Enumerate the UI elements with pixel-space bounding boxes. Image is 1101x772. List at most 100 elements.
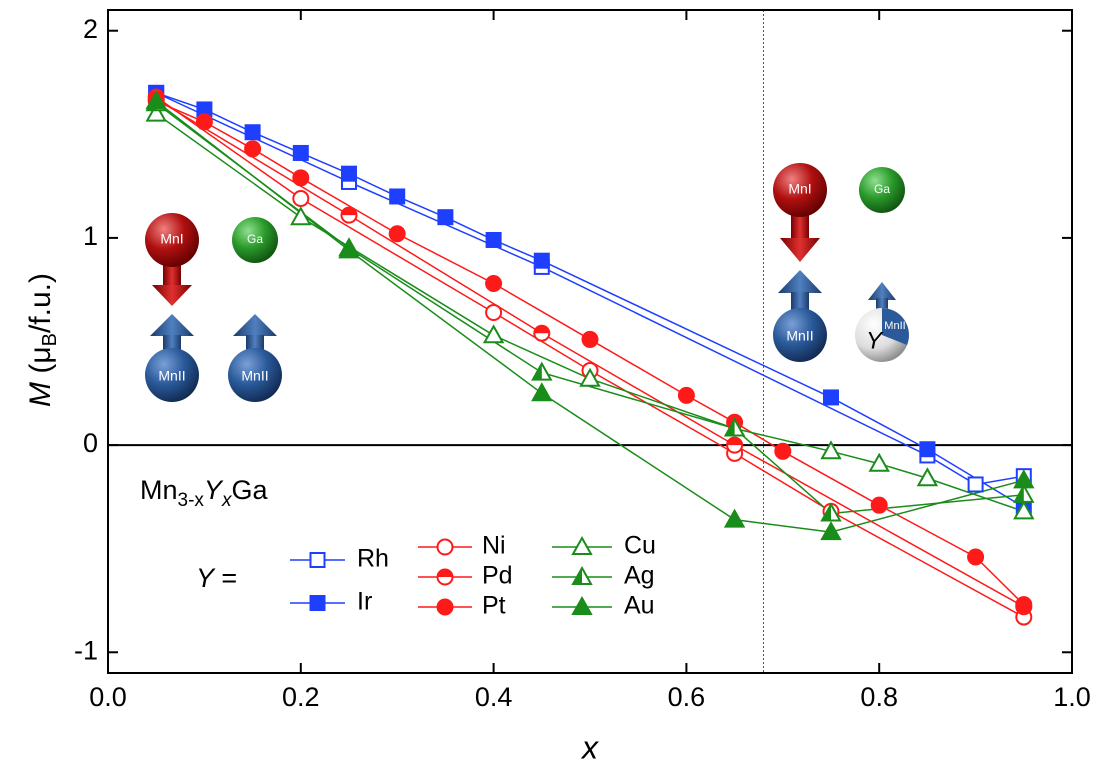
atom-label: MnII: [241, 368, 268, 384]
data-point: [920, 442, 934, 456]
legend-label: Ni: [482, 532, 506, 560]
x-tick-label: 0.2: [282, 682, 320, 712]
arrow: [868, 282, 896, 300]
marker-shape: [293, 191, 308, 206]
data-point: [726, 511, 744, 527]
legend-item: Ni: [418, 532, 506, 560]
legend-label: Rh: [357, 545, 389, 573]
marker-shape: [968, 549, 983, 564]
data-point: [245, 141, 260, 156]
marker-shape: [583, 332, 598, 347]
y-label-part: B: [39, 333, 61, 346]
data-point: [533, 384, 551, 400]
legend-item: Rh: [290, 545, 389, 573]
legend-item: Pd: [418, 562, 513, 590]
legend-label: Pt: [482, 592, 506, 620]
marker-shape: [872, 498, 887, 513]
arrow: [233, 314, 277, 336]
y-axis-label: M (μB/f.u.): [24, 273, 61, 407]
marker-shape: [390, 189, 404, 203]
formula-part: Ga: [231, 475, 268, 505]
y-tick-label: 2: [83, 14, 98, 44]
atom-label: MnII: [884, 320, 905, 332]
legend-label: Pd: [482, 562, 513, 590]
marker-shape: [438, 600, 453, 615]
arrow: [791, 215, 809, 240]
legend-item: Au: [552, 592, 655, 620]
marker-shape: [311, 553, 325, 567]
x-tick-label: 0.4: [475, 682, 513, 712]
formula-part: Mn: [140, 475, 178, 505]
legend-item: Pt: [418, 592, 506, 620]
data-point: [294, 146, 308, 160]
atom-label: MnI: [160, 231, 183, 247]
marker-shape: [197, 114, 212, 129]
marker-shape: [726, 511, 744, 527]
series-line: [156, 103, 1024, 513]
marker-shape: [294, 146, 308, 160]
data-point: [727, 438, 742, 453]
legend-label: Au: [624, 592, 655, 620]
marker-shape: [535, 254, 549, 268]
data-point: [487, 233, 501, 247]
marker-shape: [390, 226, 405, 241]
marker-shape: [485, 326, 503, 342]
atom-label: Ga: [874, 182, 890, 196]
y-tick-label: 1: [83, 221, 98, 251]
arrow: [150, 314, 194, 336]
atom-label: Ga: [247, 232, 263, 246]
arrow: [791, 292, 809, 310]
data-point: [342, 208, 357, 223]
arrow: [163, 265, 181, 287]
legend-item: Cu: [552, 532, 656, 560]
data-point: [438, 210, 452, 224]
marker-shape: [245, 141, 260, 156]
legend-item: Ir: [290, 588, 372, 616]
formula-part: 3-x: [178, 490, 205, 511]
atom-label: Y: [866, 327, 884, 354]
marker-shape: [679, 388, 694, 403]
data-point: [968, 549, 983, 564]
atom-label: MnII: [786, 328, 813, 344]
data-point: [486, 276, 501, 291]
y-label-part: M: [24, 382, 57, 407]
data-point: [969, 477, 983, 491]
data-point: [485, 326, 503, 342]
data-point: [197, 114, 212, 129]
marker-shape: [246, 125, 260, 139]
x-tick-label: 0.0: [89, 682, 127, 712]
marker-shape: [293, 170, 308, 185]
marker-shape: [486, 276, 501, 291]
data-point: [775, 444, 790, 459]
marker-shape: [311, 596, 325, 610]
data-point: [342, 167, 356, 181]
marker-shape: [918, 469, 936, 485]
formula-part: Y: [204, 475, 224, 505]
marker-shape: [775, 444, 790, 459]
marker-shape: [487, 233, 501, 247]
data-point: [486, 305, 501, 320]
marker-shape: [438, 540, 453, 555]
marker-shape: [824, 390, 838, 404]
atom-sketch-left: MnI Ga MnII MnII: [145, 213, 282, 402]
legend-label: Ir: [357, 588, 372, 616]
data-point: [390, 226, 405, 241]
data-point: [872, 498, 887, 513]
data-point: [824, 390, 838, 404]
legend-prefix: Y =: [196, 563, 237, 593]
atom-label: MnI: [788, 181, 811, 197]
arrow: [152, 285, 192, 306]
formula: Mn3-xYxGa: [140, 475, 268, 511]
legend-item: Ag: [552, 562, 655, 590]
marker-shape: [486, 305, 501, 320]
x-tick-label: 0.8: [860, 682, 898, 712]
data-point: [293, 170, 308, 185]
marker-shape: [342, 167, 356, 181]
y-tick-label: 0: [83, 428, 98, 458]
legend-label: Ag: [624, 562, 655, 590]
marker-shape: [573, 598, 591, 614]
x-tick-label: 0.6: [668, 682, 706, 712]
legend-label: Cu: [624, 532, 656, 560]
atom-label: MnII: [158, 368, 185, 384]
y-tick-label: -1: [74, 635, 98, 665]
